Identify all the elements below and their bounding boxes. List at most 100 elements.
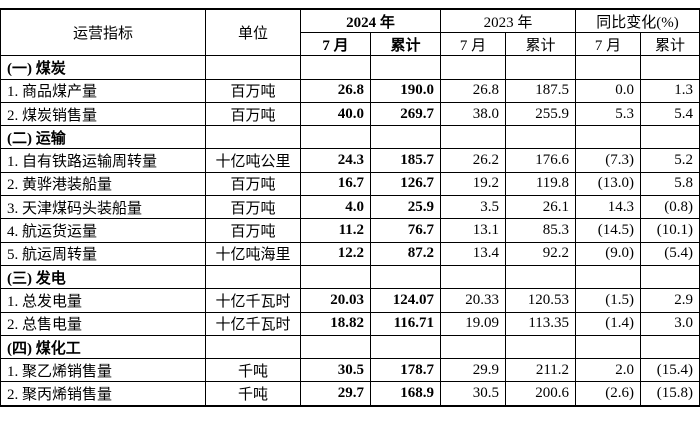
unit-cell: 百万吨 <box>205 78 301 103</box>
value-cell: 40.0 <box>300 101 371 127</box>
header-cell: 2024 年 <box>299 8 442 33</box>
value-cell: 2.0 <box>575 358 642 383</box>
indicator-cell: 2. 黄骅港装船量 <box>0 171 206 197</box>
value-cell: (15.4) <box>640 358 700 383</box>
empty-cell <box>640 334 700 360</box>
value-cell: 25.9 <box>369 195 442 220</box>
section-row: (四) 煤化工 <box>0 334 700 360</box>
value-cell: 30.5 <box>440 381 507 407</box>
value-cell: 200.6 <box>505 381 577 407</box>
value-cell: 2.9 <box>640 288 700 313</box>
value-cell: 4.0 <box>300 195 371 220</box>
value-cell: 211.2 <box>505 358 577 383</box>
header-cell: 累计 <box>640 31 700 57</box>
value-cell: (14.5) <box>575 218 642 243</box>
data-row: 2. 黄骅港装船量 百万吨 16.7 126.7 19.2 119.8 (13.0) 5.8 <box>0 171 700 197</box>
unit-cell: 十亿千瓦时 <box>205 311 301 336</box>
empty-cell <box>640 55 700 80</box>
ops-table: 运营指标 单位 2024 年 2023 年 同比变化(%) 7 月累计 7 月累计… <box>0 8 700 407</box>
value-cell: (7.3) <box>575 148 642 173</box>
value-cell: (13.0) <box>575 171 642 197</box>
value-cell: 29.7 <box>300 381 371 407</box>
empty-cell <box>575 334 642 360</box>
value-cell: (5.4) <box>640 241 700 266</box>
empty-cell <box>640 264 700 290</box>
empty-cell <box>505 55 577 80</box>
value-cell: 12.2 <box>300 241 371 266</box>
value-cell: 92.2 <box>505 241 577 266</box>
data-row: 3. 天津煤码头装船量 百万吨 4.0 25.9 3.5 26.1 14.3 (0.8) <box>0 195 700 220</box>
header-cell: 7 月 <box>440 31 507 57</box>
value-cell: 13.1 <box>440 218 507 243</box>
empty-cell <box>300 55 371 80</box>
value-cell: 113.35 <box>505 311 577 336</box>
value-cell: 176.6 <box>505 148 577 173</box>
value-cell: 26.8 <box>300 78 371 103</box>
value-cell: (2.6) <box>575 381 642 407</box>
unit-cell: 百万吨 <box>205 171 301 197</box>
section-title: (一) 煤炭 <box>0 55 206 80</box>
header-cell: 7 月 <box>575 31 642 57</box>
data-row: 4. 航运货运量 百万吨 11.2 76.7 13.1 85.3 (14.5) (10.1) <box>0 218 700 243</box>
data-row: 2. 煤炭销售量 百万吨 40.0 269.7 38.0 255.9 5.3 5.4 <box>0 101 700 127</box>
empty-cell <box>205 55 301 80</box>
indicator-cell: 5. 航运周转量 <box>0 241 206 266</box>
value-cell: 5.2 <box>640 148 700 173</box>
data-row: 2. 总售电量 十亿千瓦时 18.82 116.71 19.09 113.35 (1.4) 3… <box>0 311 700 336</box>
value-cell: (0.8) <box>640 195 700 220</box>
header-row: 7 月累计 7 月累计 7 月累计 <box>1 31 700 57</box>
value-cell: 20.03 <box>300 288 371 313</box>
value-cell: 87.2 <box>369 241 442 266</box>
indicator-cell: 1. 商品煤产量 <box>0 78 206 103</box>
empty-cell <box>440 55 507 80</box>
section-row: (三) 发电 <box>0 264 700 290</box>
value-cell: 85.3 <box>505 218 577 243</box>
empty-cell <box>505 264 577 290</box>
value-cell: 255.9 <box>505 101 577 127</box>
empty-cell <box>300 125 371 150</box>
indicator-cell: 3. 天津煤码头装船量 <box>0 195 206 220</box>
header-cell: 运营指标 <box>0 8 206 57</box>
value-cell: 13.4 <box>440 241 507 266</box>
value-cell: 126.7 <box>369 171 442 197</box>
section-title: (二) 运输 <box>0 125 206 150</box>
empty-cell <box>575 55 642 80</box>
header-cell: 同比变化(%) <box>575 8 700 33</box>
unit-cell: 十亿千瓦时 <box>205 288 301 313</box>
value-cell: 19.2 <box>440 171 507 197</box>
empty-cell <box>205 264 301 290</box>
empty-cell <box>369 334 442 360</box>
indicator-cell: 1. 聚乙烯销售量 <box>0 358 206 383</box>
value-cell: 0.0 <box>575 78 642 103</box>
value-cell: 116.71 <box>369 311 442 336</box>
empty-cell <box>205 125 301 150</box>
table-header: 运营指标 单位 2024 年 2023 年 同比变化(%) 7 月累计 7 月累计… <box>0 8 700 57</box>
indicator-cell: 1. 自有铁路运输周转量 <box>0 148 206 173</box>
indicator-cell: 2. 聚丙烯销售量 <box>0 381 206 407</box>
section-row: (二) 运输 <box>0 125 700 150</box>
header-cell: 单位 <box>205 8 301 57</box>
value-cell: 76.7 <box>369 218 442 243</box>
value-cell: 20.33 <box>440 288 507 313</box>
value-cell: 30.5 <box>300 358 371 383</box>
unit-cell: 百万吨 <box>205 218 301 243</box>
value-cell: 119.8 <box>505 171 577 197</box>
value-cell: 14.3 <box>575 195 642 220</box>
data-row: 1. 总发电量 十亿千瓦时 20.03 124.07 20.33 120.53 (1.5) 2… <box>0 288 700 313</box>
table-body: (一) 煤炭 1. 商品煤产量 百万吨 26.8 190.0 26.8 187.5 0.0 1.… <box>0 55 700 407</box>
value-cell: 3.0 <box>640 311 700 336</box>
value-cell: 178.7 <box>369 358 442 383</box>
unit-cell: 十亿吨公里 <box>205 148 301 173</box>
value-cell: 24.3 <box>300 148 371 173</box>
value-cell: (9.0) <box>575 241 642 266</box>
unit-cell: 千吨 <box>205 381 301 407</box>
indicator-cell: 2. 煤炭销售量 <box>0 101 206 127</box>
section-row: (一) 煤炭 <box>0 55 700 80</box>
value-cell: 26.2 <box>440 148 507 173</box>
empty-cell <box>575 264 642 290</box>
value-cell: (1.5) <box>575 288 642 313</box>
value-cell: 26.1 <box>505 195 577 220</box>
data-row: 1. 自有铁路运输周转量 十亿吨公里 24.3 185.7 26.2 176.6 (7.3)… <box>0 148 700 173</box>
section-title: (三) 发电 <box>0 264 206 290</box>
